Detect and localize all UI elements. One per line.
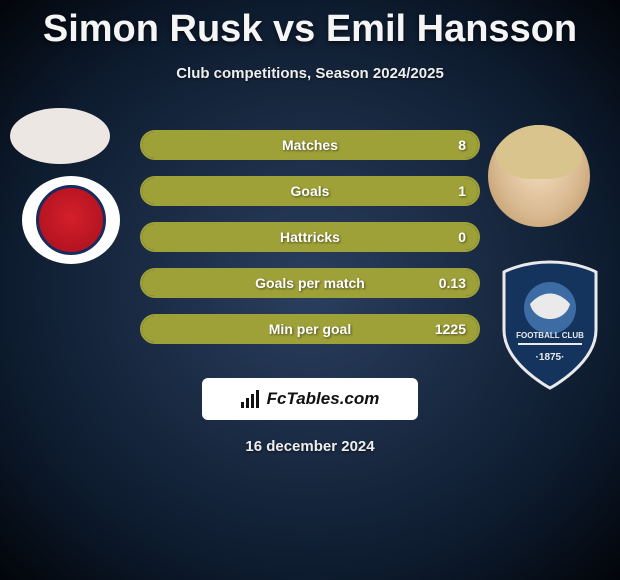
club-badge-right: ·1875· FOOTBALL CLUB <box>498 260 602 390</box>
stat-row: Goals per match 0.13 <box>140 268 480 298</box>
brand-badge: FcTables.com <box>202 378 418 420</box>
brand-icon <box>241 390 261 408</box>
page-subtitle: Club competitions, Season 2024/2025 <box>0 65 620 82</box>
stat-label: Matches <box>282 137 338 153</box>
stat-label: Goals per match <box>255 275 365 291</box>
stats-container: Matches 8 Goals 1 Hattricks 0 Goals per match 0… <box>140 130 480 344</box>
page-title: Simon Rusk vs Emil Hansson <box>0 0 620 51</box>
player-avatar-right <box>488 125 590 227</box>
stat-row: Goals 1 <box>140 176 480 206</box>
stat-value-right: 0.13 <box>439 275 466 291</box>
stat-value-right: 1225 <box>435 321 466 337</box>
stat-value-right: 1 <box>458 183 466 199</box>
stat-label: Min per goal <box>269 321 351 337</box>
stat-row: Hattricks 0 <box>140 222 480 252</box>
club-badge-text: FOOTBALL CLUB <box>516 331 584 340</box>
date-text: 16 december 2024 <box>0 438 620 455</box>
brand-text: FcTables.com <box>267 389 380 409</box>
player-avatar-left <box>10 108 110 164</box>
stat-row: Matches 8 <box>140 130 480 160</box>
stat-value-right: 8 <box>458 137 466 153</box>
club-badge-year: ·1875· <box>536 352 565 363</box>
stat-label: Goals <box>291 183 330 199</box>
club-badge-left <box>22 176 120 264</box>
stat-value-right: 0 <box>458 229 466 245</box>
stat-label: Hattricks <box>280 229 340 245</box>
stat-row: Min per goal 1225 <box>140 314 480 344</box>
